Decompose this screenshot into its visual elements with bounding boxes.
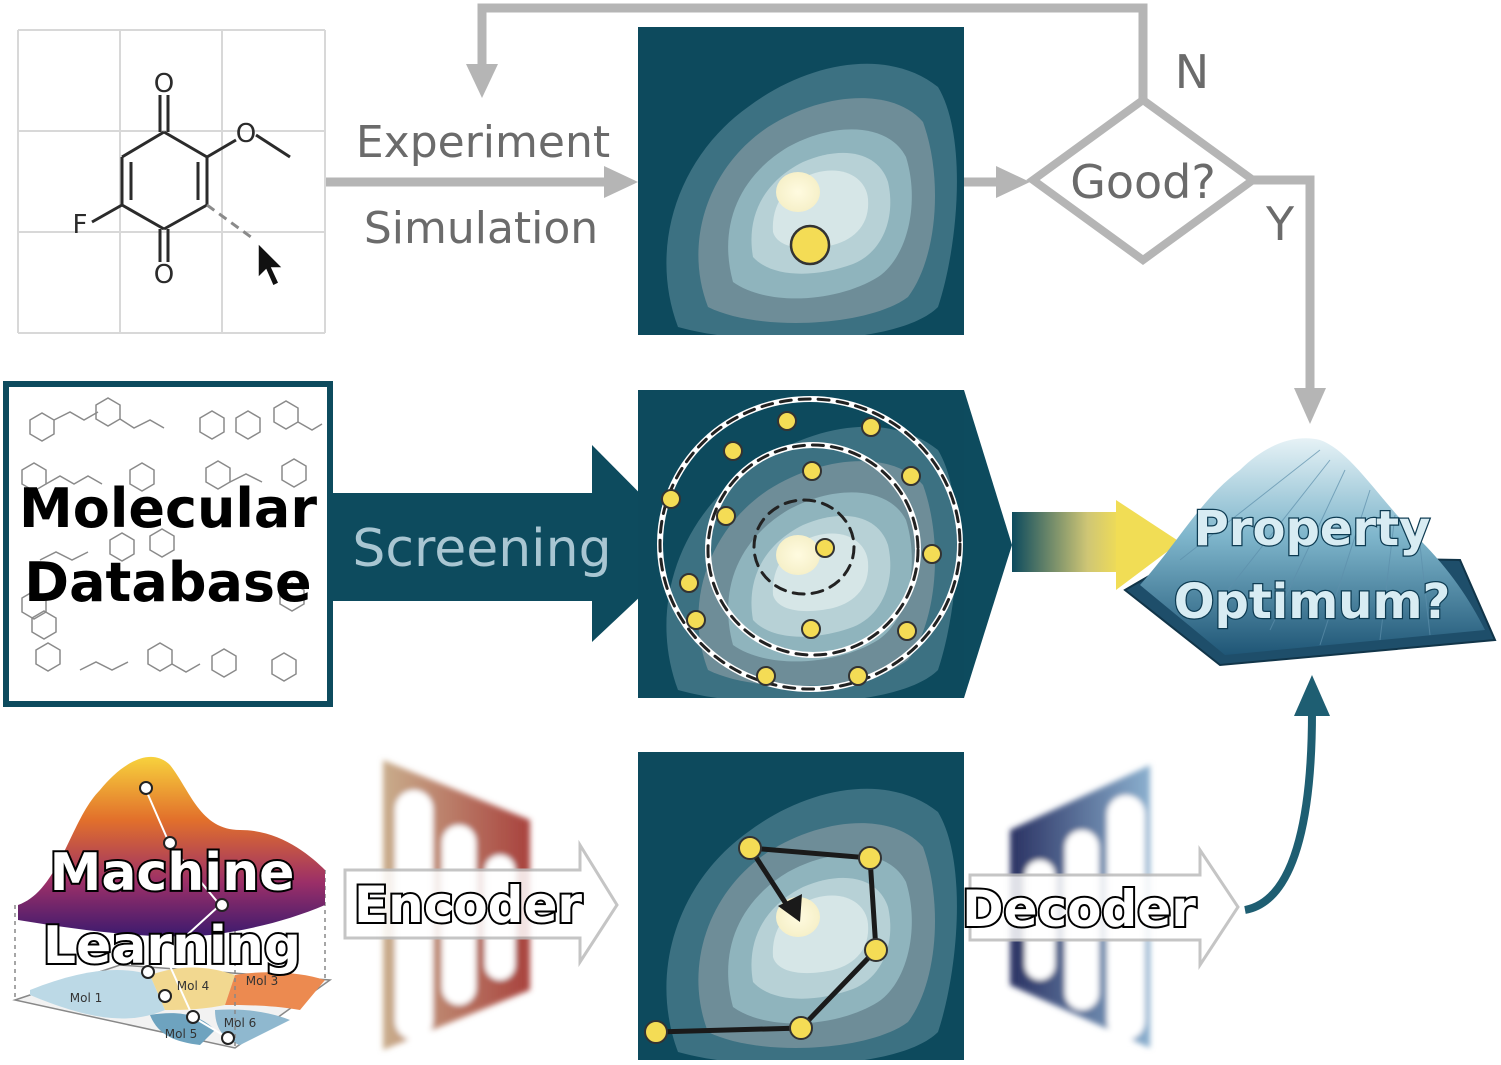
- atom-label: O: [236, 119, 256, 149]
- experiment-label: Experiment: [356, 117, 610, 168]
- dashed-bond: [206, 203, 256, 242]
- to-optimum-curve: [1244, 711, 1316, 914]
- mol-label: Mol 5: [165, 1027, 197, 1041]
- screening-rings: [657, 396, 963, 692]
- molecule-sketch: O O O F: [17, 29, 326, 334]
- ml-title-line2: Learning: [43, 916, 301, 976]
- encoder-arrow: [343, 839, 619, 968]
- decoder-arrow: [968, 845, 1240, 971]
- optimum-title-line2: Optimum?: [1174, 574, 1451, 630]
- yes-path-arrowhead: [1294, 388, 1326, 424]
- ml-path-points: [139, 781, 235, 1045]
- cursor-icon: [257, 241, 285, 288]
- latent-path: [655, 845, 879, 1035]
- to-decision-arrowhead: [996, 166, 1030, 198]
- yes-label: Y: [1265, 197, 1295, 251]
- machine-learning-landscape: Mol 1 Mol 4 Mol 3 Mol 5 Mol 6: [12, 756, 333, 1049]
- decision-label: Good?: [1070, 155, 1216, 209]
- ml-title-line1: Machine: [50, 843, 295, 903]
- decision-diamond: [1026, 95, 1260, 265]
- to-optimum-curve-arrowhead: [1294, 675, 1330, 716]
- atom-label: O: [154, 69, 174, 99]
- experiment-arrow: [326, 166, 638, 198]
- optimum-title-line1: Property: [1194, 501, 1431, 557]
- simulation-label: Simulation: [364, 203, 598, 254]
- atom-label: O: [154, 260, 174, 290]
- atom-label: F: [73, 210, 88, 240]
- encoder-label: Encoder: [354, 876, 582, 934]
- no-label: N: [1175, 45, 1209, 99]
- mol-label: Mol 6: [224, 1016, 256, 1030]
- screening-label: Screening: [352, 519, 611, 579]
- molecule-bonds: [91, 95, 291, 262]
- mol-label: Mol 3: [246, 974, 278, 988]
- sample-point: [789, 224, 831, 266]
- feedback-arrowhead: [466, 64, 498, 98]
- sketch-grid: [17, 29, 326, 334]
- landscape-panel-middle: [638, 390, 1012, 698]
- screening-points: [661, 411, 942, 686]
- molecular-database-box: Molecular Database: [3, 381, 333, 707]
- to-optimum-arrow: [1012, 500, 1180, 590]
- database-structures: [21, 397, 323, 682]
- latent-points: [644, 836, 888, 1044]
- decoder-label: Decoder: [962, 880, 1196, 938]
- database-title-line2: Database: [24, 551, 311, 614]
- landscape-panel-top: [638, 27, 964, 335]
- panel-chevron: [964, 390, 1012, 698]
- mountain-mesh: [1179, 449, 1431, 646]
- mol-label: Mol 1: [70, 991, 102, 1005]
- property-optimum-landscape: [1123, 438, 1497, 667]
- mol-label: Mol 4: [177, 979, 209, 993]
- yes-path-arrow: [1253, 175, 1315, 392]
- feedback-loop-arrow: [477, 3, 1148, 100]
- latent-path-arrowhead: [778, 894, 802, 922]
- database-title-line1: Molecular: [19, 477, 317, 540]
- landscape-panel-bottom: [638, 752, 964, 1060]
